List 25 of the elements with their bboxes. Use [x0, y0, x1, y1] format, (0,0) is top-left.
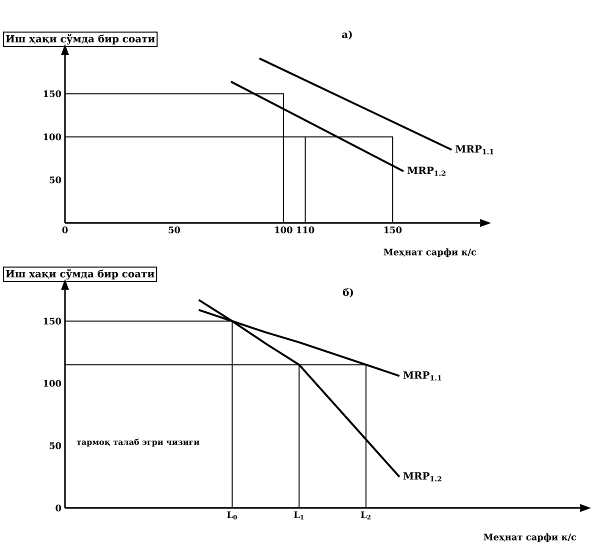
y-tick-label: 50 [50, 442, 62, 450]
y-axis-title: Иш хақи сўмда бир соати [6, 269, 154, 280]
x-tick-label: 50 [168, 226, 180, 234]
y-tick-label: 50 [50, 176, 62, 184]
y-axis-title: Иш ҳақи сўмда бир соати [6, 34, 155, 45]
series-label: MRP$_{1.1}$ [403, 371, 442, 380]
chart-title: б) [342, 288, 353, 298]
series-label: MRP$_{1.1}$ [456, 145, 494, 154]
x-tick-label: 110 [297, 226, 314, 234]
x-tick-label: L$_{0}$ [227, 512, 237, 520]
y-tick-label: 100 [44, 380, 62, 387]
y-tick-label: 150 [44, 318, 62, 325]
series-label: MRP$_{1.2}$ [403, 472, 442, 482]
x-tick-label: 150 [384, 226, 402, 234]
chart-title: а) [342, 30, 352, 40]
y-tick-label: 150 [44, 90, 62, 98]
x-tick-label: 100 [275, 226, 292, 234]
series-label: MRP$_{1.2}$ [408, 166, 446, 176]
x-tick-label: 0 [62, 226, 68, 234]
y-tick-label: 0 [56, 504, 62, 512]
x-axis-title: Меҳнат сарфи к/с [484, 533, 576, 542]
x-tick-label: L$_{2}$ [360, 512, 370, 520]
y-tick-label: 100 [44, 133, 62, 140]
x-tick-label: L$_{1}$ [294, 512, 304, 520]
x-axis-title: Меҳнат сарфи к/с [384, 248, 476, 258]
